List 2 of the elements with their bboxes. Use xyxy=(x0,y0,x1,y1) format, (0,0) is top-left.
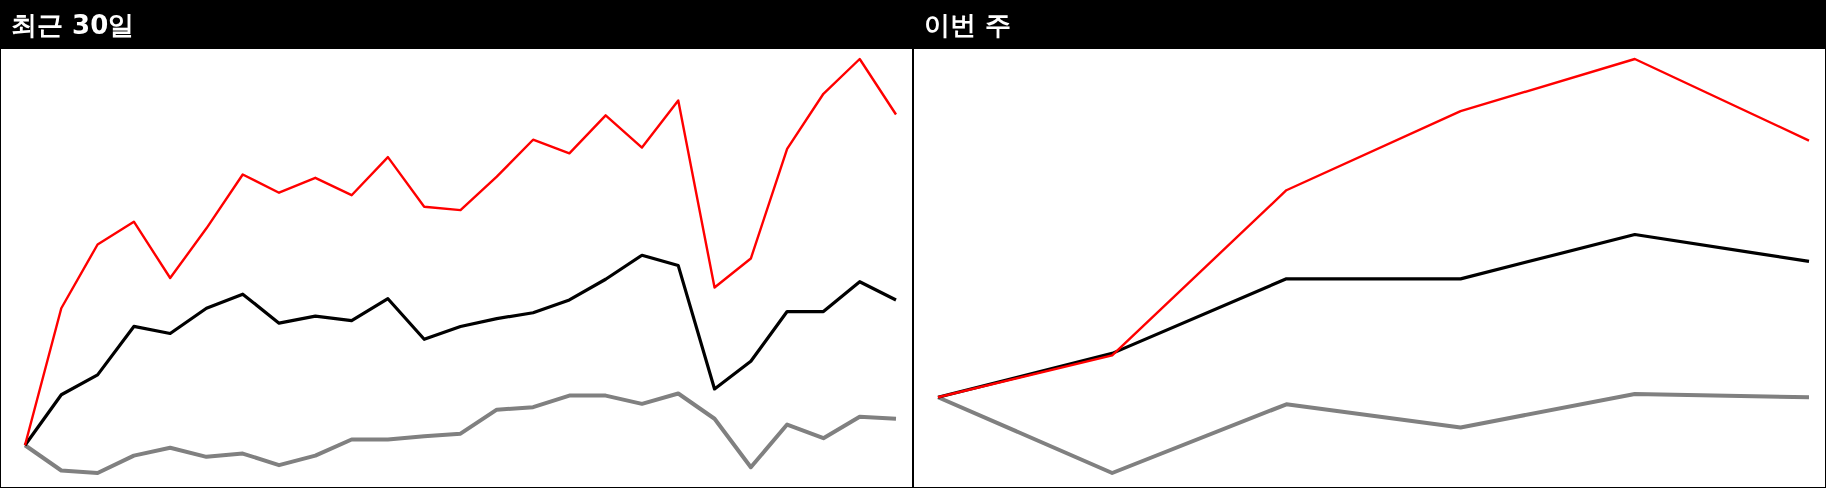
chart-title: 최근 30일 xyxy=(1,1,912,49)
chart-title: 이번 주 xyxy=(914,1,1825,49)
